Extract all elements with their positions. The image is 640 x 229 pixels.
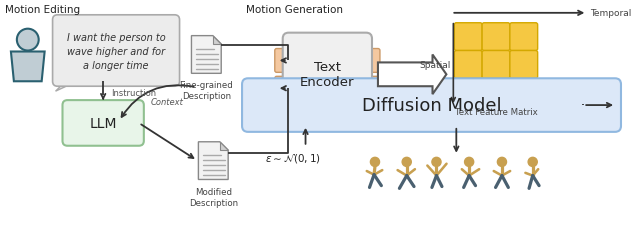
FancyBboxPatch shape (362, 77, 380, 101)
Text: Motion Editing: Motion Editing (5, 5, 80, 15)
Circle shape (497, 158, 506, 167)
Text: Instruction: Instruction (111, 88, 156, 97)
FancyBboxPatch shape (510, 79, 538, 106)
FancyBboxPatch shape (482, 24, 510, 51)
Circle shape (432, 158, 441, 167)
Polygon shape (198, 142, 228, 180)
Text: Diffusion Model: Diffusion Model (362, 97, 501, 114)
FancyBboxPatch shape (482, 79, 510, 106)
Text: Text
Encoder: Text Encoder (300, 61, 355, 89)
Text: Spatial: Spatial (419, 61, 451, 70)
Polygon shape (56, 78, 85, 92)
FancyBboxPatch shape (275, 77, 292, 101)
Text: Text Feature Matrix: Text Feature Matrix (454, 108, 538, 117)
Polygon shape (220, 142, 228, 150)
Text: Motion Generation: Motion Generation (246, 5, 343, 15)
FancyBboxPatch shape (482, 51, 510, 79)
FancyBboxPatch shape (454, 24, 482, 51)
FancyBboxPatch shape (454, 79, 482, 106)
Text: Fine-grained
Description: Fine-grained Description (179, 81, 233, 100)
FancyBboxPatch shape (362, 49, 380, 73)
FancyBboxPatch shape (63, 101, 144, 146)
Polygon shape (191, 36, 221, 74)
Polygon shape (378, 55, 446, 95)
FancyBboxPatch shape (454, 51, 482, 79)
Circle shape (371, 158, 380, 167)
FancyBboxPatch shape (510, 51, 538, 79)
Text: I want the person to
wave higher and for
a longer time: I want the person to wave higher and for… (67, 32, 165, 70)
Circle shape (465, 158, 474, 167)
FancyBboxPatch shape (510, 24, 538, 51)
Text: Temporal: Temporal (590, 9, 632, 18)
Text: $\epsilon{\sim}\mathcal{N}(0,1)$: $\epsilon{\sim}\mathcal{N}(0,1)$ (265, 151, 321, 164)
Polygon shape (11, 52, 45, 82)
FancyBboxPatch shape (52, 16, 180, 87)
FancyBboxPatch shape (242, 79, 621, 132)
Polygon shape (213, 36, 221, 45)
Circle shape (528, 158, 537, 167)
Text: Context: Context (150, 97, 183, 106)
Circle shape (17, 30, 38, 51)
Text: Modified
Description: Modified Description (189, 188, 238, 207)
FancyBboxPatch shape (283, 33, 372, 117)
Text: LLM: LLM (90, 116, 117, 130)
FancyBboxPatch shape (275, 49, 292, 73)
Circle shape (402, 158, 412, 167)
